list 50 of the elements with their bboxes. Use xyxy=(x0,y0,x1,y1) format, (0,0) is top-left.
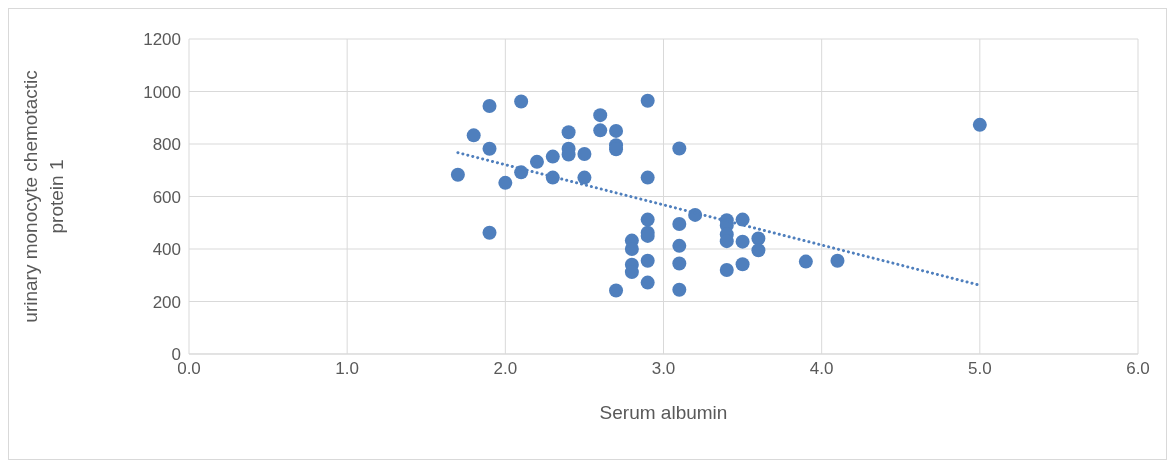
x-tick-label: 4.0 xyxy=(809,359,834,379)
y-tick-label: 600 xyxy=(152,187,181,207)
point xyxy=(514,94,529,109)
y-tick-label: 1000 xyxy=(143,82,181,102)
point xyxy=(640,93,655,108)
point xyxy=(672,141,687,156)
point xyxy=(609,123,624,138)
x-tick-label: 1.0 xyxy=(335,359,359,379)
y-tick-label: 200 xyxy=(152,292,181,312)
point xyxy=(972,117,987,132)
point xyxy=(751,231,766,246)
point xyxy=(735,234,750,249)
point xyxy=(672,217,687,232)
point xyxy=(482,141,497,156)
x-tick-label: 3.0 xyxy=(651,359,676,379)
point xyxy=(482,98,497,113)
y-tick-label: 1200 xyxy=(143,30,181,50)
point xyxy=(624,242,639,256)
x-tick-label: 2.0 xyxy=(493,359,518,379)
point xyxy=(719,263,734,277)
y-axis-title: urinary monocyte chemotactic protein 1 xyxy=(20,70,67,323)
point xyxy=(593,123,608,138)
point xyxy=(577,170,592,185)
point xyxy=(640,253,655,268)
y-tick-label: 800 xyxy=(152,135,181,155)
point xyxy=(498,175,513,190)
x-tick-label: 5.0 xyxy=(968,359,992,379)
x-tick-label: 6.0 xyxy=(1126,359,1150,379)
y-tick-label: 400 xyxy=(152,240,181,260)
point xyxy=(529,154,544,169)
point xyxy=(798,254,813,269)
point xyxy=(640,170,655,185)
point xyxy=(672,256,687,271)
point xyxy=(640,212,655,227)
point xyxy=(593,108,608,123)
point xyxy=(577,146,592,161)
point xyxy=(450,167,465,182)
x-axis-title: Serum albumin xyxy=(599,402,728,423)
x-tick-label: 0.0 xyxy=(177,359,201,379)
point xyxy=(751,243,766,258)
point xyxy=(735,257,750,272)
point xyxy=(640,275,655,290)
point xyxy=(672,238,687,253)
point xyxy=(609,283,624,298)
point xyxy=(561,125,576,140)
point xyxy=(830,253,845,268)
point xyxy=(672,282,687,297)
point xyxy=(545,149,560,164)
point xyxy=(482,225,497,240)
point xyxy=(466,128,481,143)
